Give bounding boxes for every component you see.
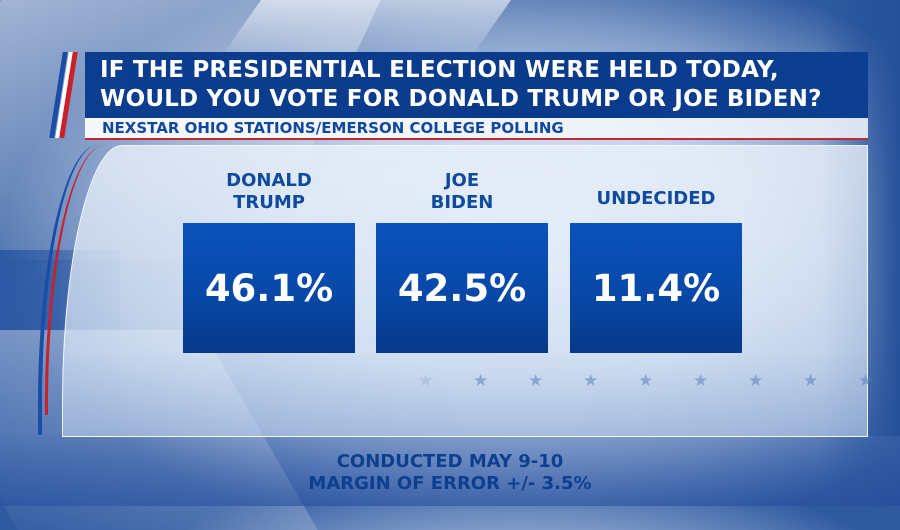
candidate-label: UNDECIDED <box>570 165 742 219</box>
result-undecided: UNDECIDED 11.4% <box>570 165 742 353</box>
page-title: IF THE PRESIDENTIAL ELECTION WERE HELD T… <box>100 56 860 114</box>
poll-source: NEXSTAR OHIO STATIONS/EMERSON COLLEGE PO… <box>102 119 564 137</box>
result-biden: JOE BIDEN 42.5% <box>376 165 548 353</box>
background-shape <box>218 0 512 60</box>
star-icon: ★ <box>638 371 654 391</box>
star-row: ★ ★ ★ ★ ★ ★ ★ ★ ★ <box>418 371 878 393</box>
label-line: TRUMP <box>233 192 305 213</box>
candidate-label: JOE BIDEN <box>376 165 548 219</box>
star-icon: ★ <box>693 371 709 391</box>
percentage-value: 42.5% <box>397 266 527 310</box>
star-icon: ★ <box>748 371 764 391</box>
subtitle-bar: NEXSTAR OHIO STATIONS/EMERSON COLLEGE PO… <box>85 118 868 140</box>
label-line: UNDECIDED <box>596 188 716 209</box>
star-icon: ★ <box>583 371 599 391</box>
percentage-box: 11.4% <box>570 223 742 353</box>
star-icon: ★ <box>418 371 434 391</box>
star-icon: ★ <box>858 371 874 391</box>
label-line: DONALD <box>226 170 312 191</box>
margin-of-error: MARGIN OF ERROR +/- 3.5% <box>308 473 592 494</box>
star-icon: ★ <box>473 371 489 391</box>
candidate-label: DONALD TRUMP <box>183 165 355 219</box>
percentage-value: 11.4% <box>591 266 721 310</box>
star-icon: ★ <box>528 371 544 391</box>
star-icon: ★ <box>803 371 819 391</box>
result-trump: DONALD TRUMP 46.1% <box>183 165 355 353</box>
poll-dates: CONDUCTED MAY 9-10 <box>336 451 564 472</box>
title-line-2: WOULD YOU VOTE FOR DONALD TRUMP OR JOE B… <box>100 86 822 112</box>
percentage-value: 46.1% <box>204 266 334 310</box>
label-line: BIDEN <box>430 192 494 213</box>
title-line-1: IF THE PRESIDENTIAL ELECTION WERE HELD T… <box>100 57 779 83</box>
percentage-box: 46.1% <box>183 223 355 353</box>
label-line: JOE <box>444 170 480 191</box>
percentage-box: 42.5% <box>376 223 548 353</box>
title-banner: IF THE PRESIDENTIAL ELECTION WERE HELD T… <box>85 52 868 118</box>
